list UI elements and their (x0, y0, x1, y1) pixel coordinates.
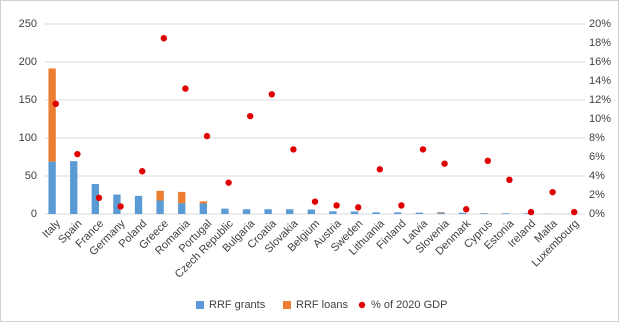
bar (48, 161, 56, 214)
bar (437, 212, 445, 214)
legend-label: RRF grants (209, 299, 266, 311)
y-tick-label: 200 (19, 56, 37, 68)
bar (502, 213, 510, 214)
bar (350, 211, 359, 214)
gdp-dot (484, 157, 491, 164)
gdp-dot (311, 198, 319, 205)
gdp-dot (333, 202, 340, 209)
legend-marker (358, 301, 366, 309)
gdp-dot (571, 208, 578, 216)
gdp-dot (290, 146, 297, 153)
gdp-dot (463, 206, 470, 213)
gdp-dot (95, 194, 103, 202)
gdp-dot (203, 132, 211, 140)
legend-label: % of 2020 GDP (371, 299, 447, 311)
y2-tick-label: 18% (589, 37, 611, 49)
gdp-dot (160, 35, 167, 42)
y2-tick-label: 4% (589, 170, 605, 182)
bar (221, 208, 229, 214)
gdp-dot (355, 204, 362, 211)
bar (286, 209, 294, 214)
bar (134, 195, 143, 214)
bar (437, 212, 445, 213)
bar (178, 203, 186, 214)
gdp-dot (419, 146, 427, 153)
bar (113, 194, 121, 214)
y2-tick-label: 20% (589, 18, 611, 30)
bar (307, 209, 315, 214)
bar (199, 203, 207, 214)
y2-tick-label: 6% (589, 151, 605, 163)
gdp-dot (182, 85, 189, 92)
y2-tick-label: 10% (589, 113, 611, 125)
gdp-dot (398, 202, 405, 209)
bar (48, 68, 56, 162)
legend-marker (196, 301, 204, 309)
y-tick-label: 250 (19, 18, 37, 30)
gdp-dot (52, 100, 59, 108)
y2-tick-label: 2% (589, 189, 605, 201)
bar (264, 209, 272, 214)
y-tick-label: 50 (25, 170, 37, 182)
gdp-dot (376, 166, 383, 173)
y2-tick-label: 8% (589, 132, 605, 144)
gdp-dot (225, 179, 232, 186)
bar (199, 201, 207, 204)
bar (242, 209, 251, 214)
gdp-dot (139, 168, 146, 175)
y-tick-label: 100 (19, 132, 37, 144)
y2-tick-label: 0% (589, 208, 605, 220)
bar (156, 200, 164, 214)
legend-label: RRF loans (296, 299, 348, 311)
bar (178, 191, 186, 204)
bar (394, 212, 402, 214)
y-tick-label: 150 (19, 94, 37, 106)
gdp-dot (506, 176, 513, 183)
bar (70, 161, 78, 214)
bar (523, 213, 531, 214)
y2-tick-label: 14% (589, 75, 611, 87)
bar (156, 190, 164, 201)
gdp-dot (268, 91, 275, 98)
gdp-dot (441, 160, 448, 167)
bar (480, 213, 488, 214)
gdp-dot (247, 112, 254, 120)
gdp-dot (74, 150, 81, 158)
gdp-dot (117, 203, 124, 210)
gdp-dot (549, 188, 556, 196)
y2-tick-label: 12% (589, 94, 611, 106)
bar (372, 212, 380, 214)
bar (415, 212, 423, 214)
bar (329, 211, 337, 214)
y-tick-label: 0 (31, 208, 37, 220)
bar (91, 184, 99, 214)
bar (458, 212, 467, 214)
gdp-dot (527, 208, 535, 216)
y2-tick-label: 16% (589, 56, 611, 68)
legend-marker (283, 301, 291, 309)
